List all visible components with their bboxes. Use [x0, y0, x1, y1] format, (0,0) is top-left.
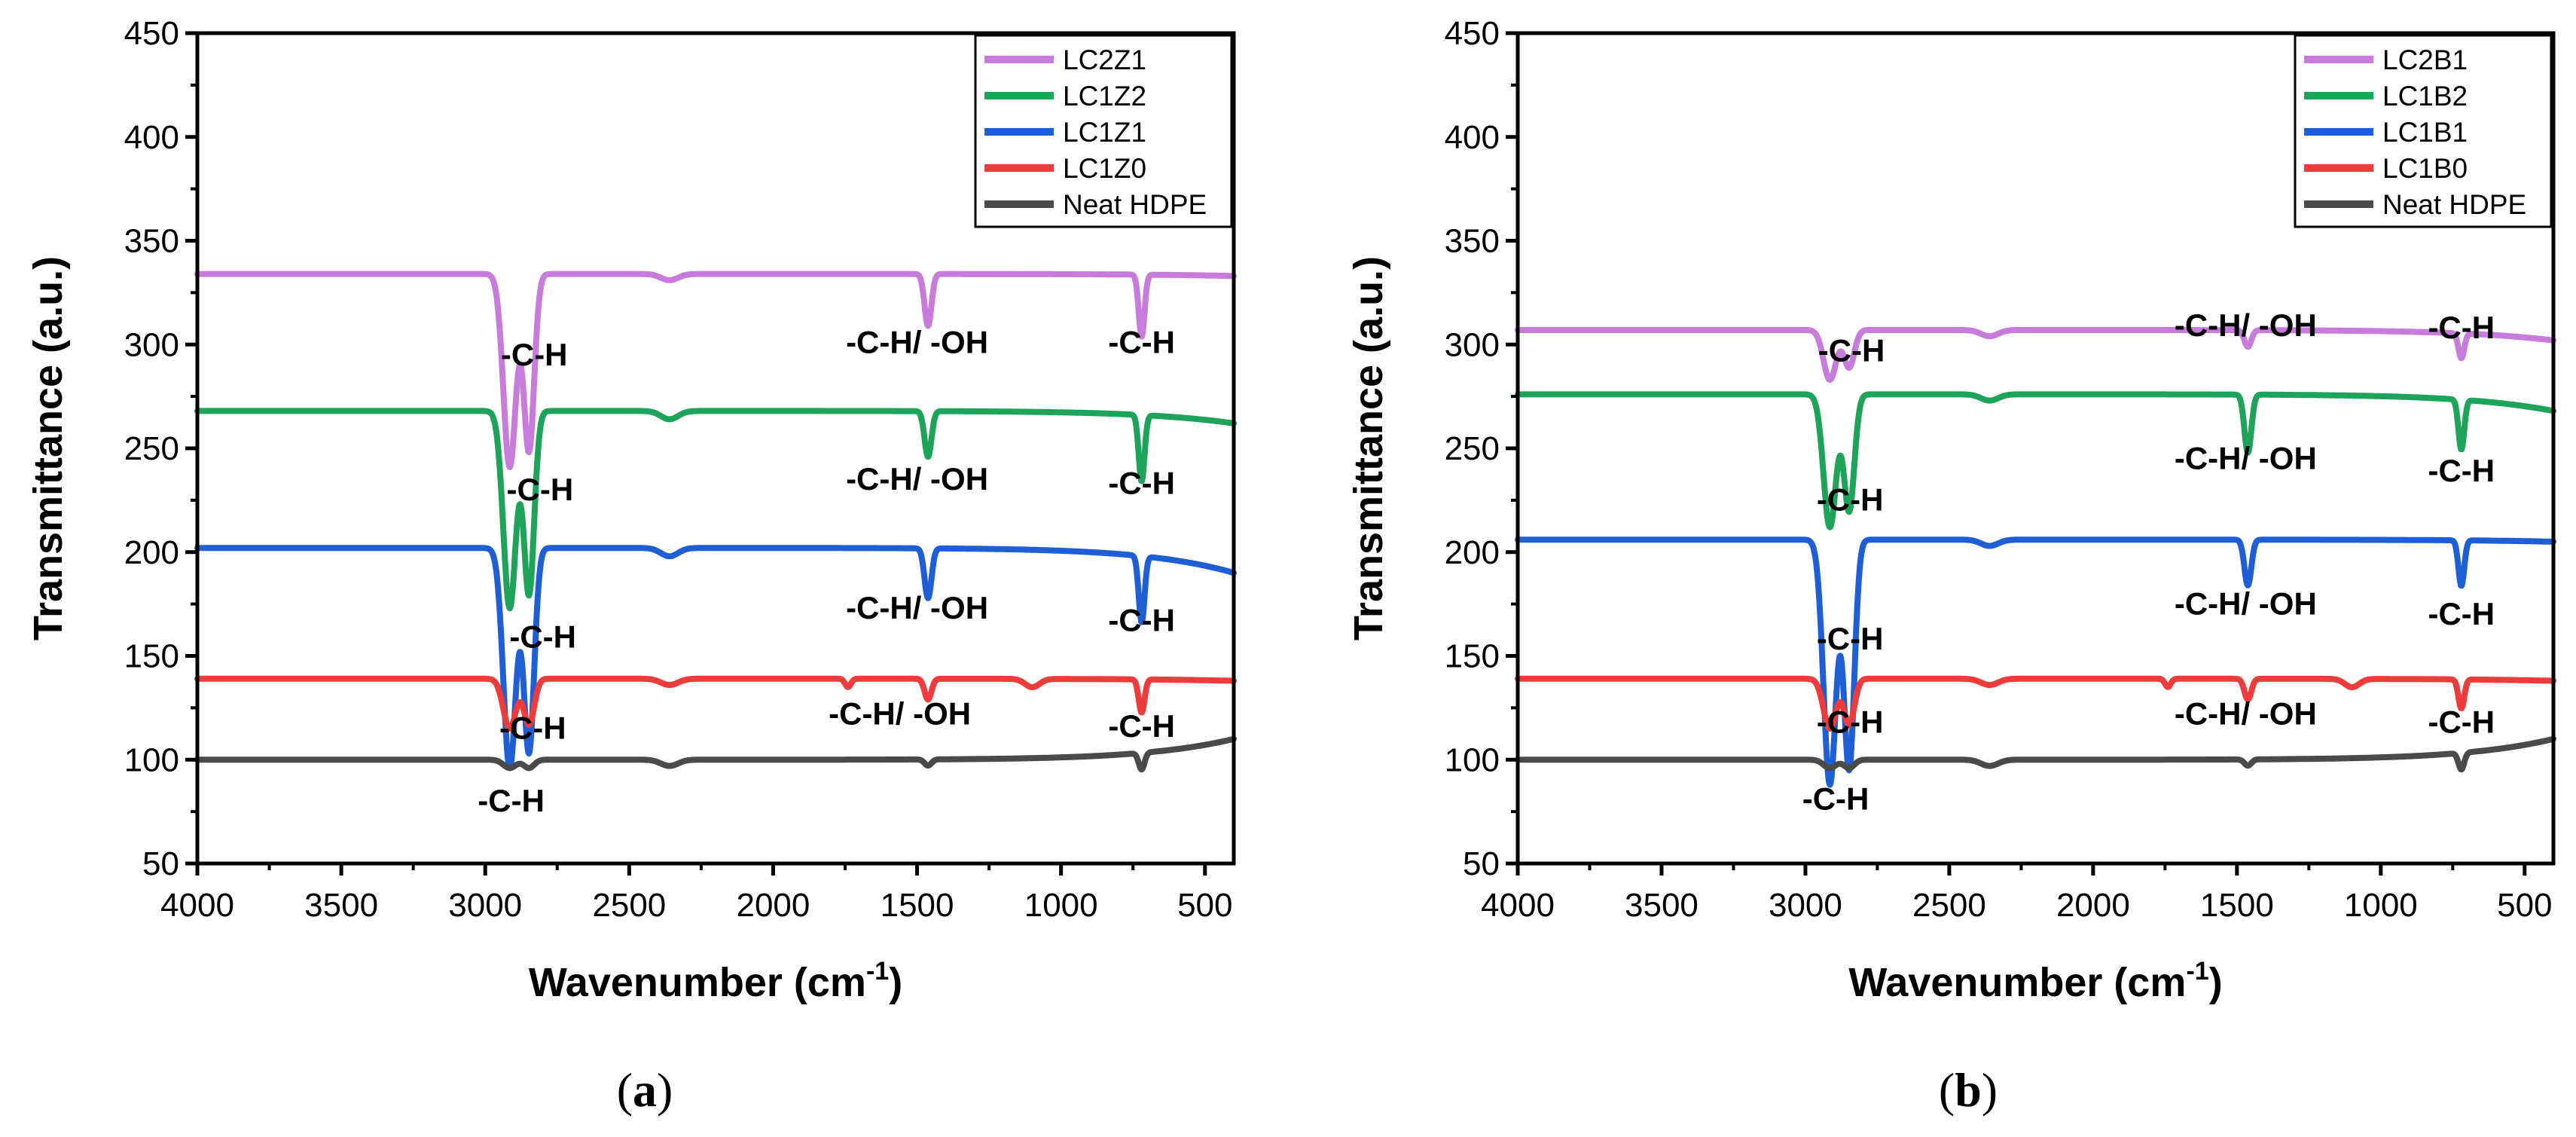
legend-entry: LC1Z2 — [1063, 81, 1146, 112]
peak-annotation: -C-H — [2428, 596, 2495, 631]
peak-annotation: -C-H/ -OH — [2175, 441, 2317, 476]
peak-annotation: -C-H — [1802, 781, 1869, 816]
x-tick-label: 3500 — [1625, 887, 1699, 924]
series-line — [1515, 327, 2556, 384]
y-tick-label: 250 — [1445, 430, 1500, 467]
y-tick-label: 350 — [124, 223, 179, 260]
series-line — [194, 675, 1237, 732]
panel-caption: (b) — [1939, 1063, 1998, 1117]
legend-entry: LC2B1 — [2382, 44, 2468, 75]
series-line — [194, 270, 1237, 470]
peak-annotation: -C-H — [1108, 466, 1175, 501]
y-tick-label: 450 — [124, 15, 179, 52]
peak-annotation: -C-H — [509, 619, 576, 654]
legend: LC2B1 LC1B2 LC1B1 LC1B0 Neat HDPE — [2294, 34, 2553, 228]
x-tick-label: 4000 — [160, 887, 234, 924]
y-tick-label: 150 — [124, 638, 179, 675]
x-tick-label: 4000 — [1481, 887, 1555, 924]
x-tick-label: 1500 — [881, 887, 954, 924]
peak-annotation: -C-H — [1108, 708, 1175, 744]
x-axis-label: Wavenumber (cm-1) — [1848, 957, 2222, 1005]
peak-annotation: -C-H/ -OH — [2175, 695, 2317, 731]
y-tick-label: 100 — [124, 741, 179, 778]
peak-annotation: -C-H/ -OH — [2175, 585, 2317, 621]
x-tick-label: 3000 — [448, 887, 522, 924]
y-tick-label: 200 — [1445, 534, 1500, 571]
x-tick-label: 500 — [1177, 887, 1232, 924]
peak-annotation: -C-H/ -OH — [846, 324, 988, 359]
y-tick-label: 300 — [124, 326, 179, 363]
x-tick-label: 1500 — [2200, 887, 2274, 924]
series-line — [1515, 735, 2556, 773]
peak-annotation: -C-H — [1108, 602, 1175, 637]
legend-entry: Neat HDPE — [2382, 189, 2526, 220]
y-tick-label: 400 — [124, 119, 179, 156]
y-tick-label: 150 — [1445, 638, 1500, 675]
series-line — [1515, 536, 2556, 788]
legend-entry: LC1B1 — [2382, 117, 2468, 148]
y-tick-label: 400 — [1445, 119, 1500, 156]
legend-entry: LC1B0 — [2382, 153, 2468, 184]
peak-annotation: -C-H — [1817, 704, 1884, 739]
x-tick-label: 3000 — [1769, 887, 1842, 924]
x-tick-label: 3500 — [304, 887, 378, 924]
y-tick-label: 200 — [124, 534, 179, 571]
chart-panel-1: 4000 3500 3000 2500 2000 1500 1000 500 50 100 150 2… — [26, 15, 1237, 1005]
peak-annotation: -C-H — [507, 472, 574, 507]
y-tick-label: 50 — [1463, 845, 1500, 882]
y-tick-label: 100 — [1445, 741, 1500, 778]
peak-annotation: -C-H — [1108, 324, 1175, 359]
chart-panel-2: 4000 3500 3000 2500 2000 1500 1000 500 50 100 150 2… — [1346, 15, 2556, 1005]
x-tick-label: 2000 — [736, 887, 810, 924]
peak-annotation: -C-H — [478, 783, 545, 818]
y-tick-label: 250 — [124, 430, 179, 467]
y-axis-label: Transmittance (a.u.) — [26, 256, 71, 640]
peak-annotation: -C-H — [1818, 332, 1885, 368]
legend-entry: Neat HDPE — [1063, 189, 1207, 220]
peak-annotation: -C-H — [499, 711, 566, 746]
x-tick-label: 2500 — [1912, 887, 1986, 924]
legend-entry: LC2Z1 — [1063, 44, 1146, 75]
peak-annotation: -C-H — [1817, 482, 1884, 518]
y-tick-label: 300 — [1445, 326, 1500, 363]
peak-annotation: -C-H/ -OH — [2175, 307, 2317, 343]
x-axis-label: Wavenumber (cm-1) — [529, 957, 902, 1005]
series-line — [194, 545, 1237, 772]
peak-annotation: -C-H/ -OH — [829, 695, 971, 731]
series-line — [194, 735, 1237, 773]
panel-caption: (a) — [617, 1063, 673, 1117]
x-tick-label: 2000 — [2056, 887, 2130, 924]
peak-annotation: -C-H/ -OH — [846, 461, 988, 497]
series-line — [1515, 675, 2556, 732]
x-tick-label: 2500 — [592, 887, 666, 924]
peak-annotation: -C-H — [501, 337, 568, 372]
peak-annotation: -C-H — [2428, 310, 2495, 345]
peak-annotation: -C-H — [2428, 453, 2495, 488]
x-tick-label: 1000 — [1024, 887, 1098, 924]
legend: LC2Z1 LC1Z2 LC1Z1 LC1Z0 Neat HDPE — [974, 34, 1233, 228]
x-tick-label: 500 — [2497, 887, 2552, 924]
legend-entry: LC1B2 — [2382, 81, 2468, 112]
y-axis-label: Transmittance (a.u.) — [1346, 256, 1391, 640]
y-tick-label: 450 — [1445, 15, 1500, 52]
y-tick-label: 50 — [142, 845, 179, 882]
legend-entry: LC1Z0 — [1063, 153, 1146, 184]
peak-annotation: -C-H — [1817, 621, 1884, 656]
y-tick-label: 350 — [1445, 223, 1500, 260]
peak-annotation: -C-H/ -OH — [846, 590, 988, 625]
series-line — [194, 408, 1237, 612]
peak-annotation: -C-H — [2428, 704, 2495, 739]
x-tick-label: 1000 — [2344, 887, 2418, 924]
series-line — [1515, 391, 2556, 530]
legend-entry: LC1Z1 — [1063, 117, 1146, 148]
